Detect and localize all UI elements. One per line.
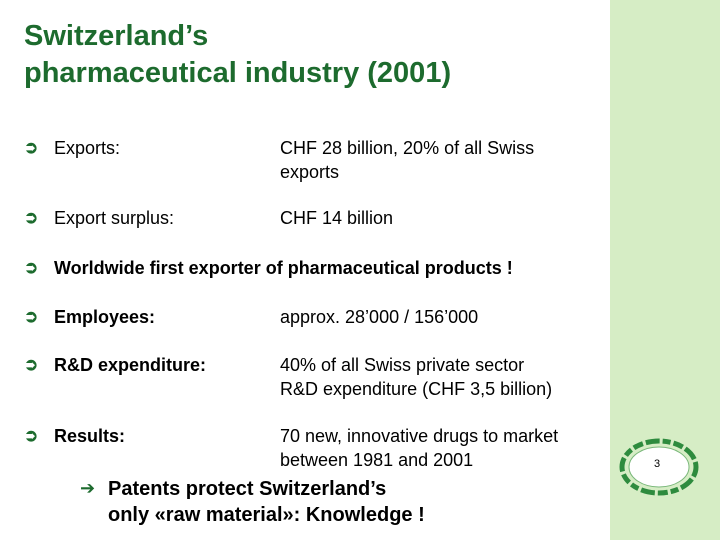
value-line: approx. 28’000 / 156’000 <box>280 307 479 327</box>
conclusion-line: Patents protect Switzerland’s <box>108 478 387 500</box>
bullet-label: Employees: <box>54 307 156 327</box>
arrow-right-icon: ➲ <box>24 355 39 374</box>
arrow-right-icon: ➔ <box>80 478 96 498</box>
conclusion-text: Patents protect Switzerland’s only «raw … <box>108 476 578 528</box>
page-number: 3 <box>653 458 661 470</box>
title-line-2: pharmaceutical industry (2001) <box>24 57 452 89</box>
value-line: between 1981 and 2001 <box>280 450 474 470</box>
bullet-label: R&D expenditure: <box>54 355 207 375</box>
bullet-value: 70 new, innovative drugs to market betwe… <box>280 424 600 472</box>
bullet-label: Results: <box>54 426 126 446</box>
bullet-label: Exports: <box>54 138 121 158</box>
bullet-value: CHF 28 billion, 20% of all Swiss exports <box>280 136 600 184</box>
bullet-value: CHF 14 billion <box>280 206 600 230</box>
bullet-label: Export surplus: <box>54 208 175 228</box>
bullet-value: approx. 28’000 / 156’000 <box>280 305 600 329</box>
title-line-1: Switzerland’s <box>24 20 209 52</box>
logo-ring-icon <box>619 438 699 496</box>
value-line: 70 new, innovative drugs to market <box>280 426 559 446</box>
bullet-value: 40% of all Swiss private sector R&D expe… <box>280 353 600 401</box>
arrow-right-icon: ➲ <box>24 258 39 277</box>
arrow-right-icon: ➲ <box>24 307 39 326</box>
value-line: exports <box>280 162 340 182</box>
value-line: CHF 28 billion, 20% of all Swiss <box>280 138 535 158</box>
slide-title: Switzerland’s pharmaceutical industry (2… <box>24 18 604 92</box>
arrow-right-icon: ➲ <box>24 208 39 227</box>
bullet-label: Worldwide first exporter of pharmaceutic… <box>54 258 513 278</box>
arrow-right-icon: ➲ <box>24 426 39 445</box>
value-line: 40% of all Swiss private sector <box>280 355 525 375</box>
arrow-right-icon: ➲ <box>24 138 39 157</box>
value-line: R&D expenditure (CHF 3,5 billion) <box>280 379 553 399</box>
conclusion-line: only «raw material»: Knowledge ! <box>108 504 425 526</box>
value-line: CHF 14 billion <box>280 208 394 228</box>
